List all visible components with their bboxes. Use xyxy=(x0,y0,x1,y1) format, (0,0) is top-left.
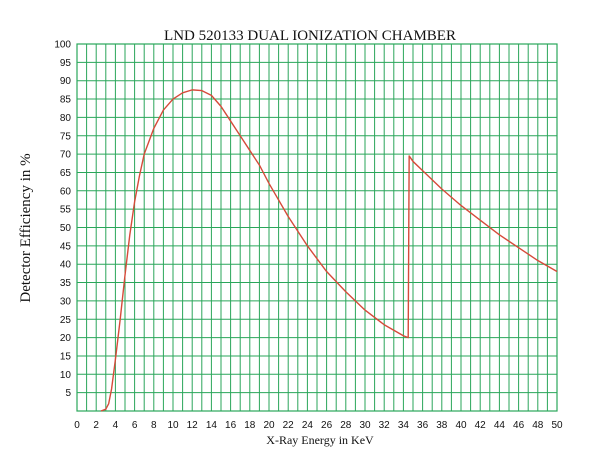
y-tick-label: 15 xyxy=(60,351,72,362)
y-tick-label: 30 xyxy=(60,296,72,307)
y-tick-label: 25 xyxy=(60,315,72,326)
x-axis-label: X-Ray Energy in KeV xyxy=(266,433,374,447)
y-tick-label: 70 xyxy=(60,150,72,161)
y-tick-label: 35 xyxy=(60,278,72,289)
x-tick-label: 38 xyxy=(436,420,448,431)
y-tick-label: 55 xyxy=(60,205,72,216)
x-tick-label: 44 xyxy=(494,420,506,431)
y-tick-label: 5 xyxy=(65,388,71,399)
x-tick-label: 48 xyxy=(532,420,544,431)
tick-labels: 5101520253035404550556065707580859095100… xyxy=(54,40,563,432)
x-tick-label: 8 xyxy=(151,420,157,431)
y-tick-label: 80 xyxy=(60,113,72,124)
x-tick-label: 30 xyxy=(359,420,371,431)
x-tick-label: 14 xyxy=(206,420,218,431)
y-tick-label: 75 xyxy=(60,131,72,142)
y-tick-label: 60 xyxy=(60,186,72,197)
grid xyxy=(76,43,558,412)
x-tick-label: 50 xyxy=(551,420,563,431)
x-tick-label: 20 xyxy=(263,420,275,431)
x-tick-label: 0 xyxy=(74,420,80,431)
y-tick-label: 85 xyxy=(60,95,72,106)
chart-title: LND 520133 DUAL IONIZATION CHAMBER xyxy=(164,28,456,44)
y-axis-label: Detector Efficiency in % xyxy=(18,153,34,302)
x-tick-label: 28 xyxy=(340,420,352,431)
series-group xyxy=(100,89,558,412)
y-tick-label: 45 xyxy=(60,241,72,252)
x-tick-label: 4 xyxy=(113,420,119,431)
plot-frame xyxy=(76,43,558,412)
x-tick-label: 46 xyxy=(513,420,525,431)
y-tick-label: 10 xyxy=(60,370,72,381)
efficiency-line xyxy=(100,89,558,412)
x-tick-label: 24 xyxy=(302,420,314,431)
x-tick-label: 12 xyxy=(187,420,199,431)
x-tick-label: 36 xyxy=(417,420,429,431)
y-tick-label: 100 xyxy=(54,40,71,51)
x-tick-label: 6 xyxy=(132,420,138,431)
x-tick-label: 34 xyxy=(398,420,410,431)
y-tick-label: 40 xyxy=(60,260,72,271)
y-tick-label: 65 xyxy=(60,168,72,179)
x-tick-label: 18 xyxy=(244,420,256,431)
x-tick-label: 40 xyxy=(455,420,467,431)
x-tick-label: 22 xyxy=(283,420,295,431)
x-tick-label: 32 xyxy=(379,420,391,431)
y-tick-label: 90 xyxy=(60,76,72,87)
y-tick-label: 50 xyxy=(60,223,72,234)
x-tick-label: 10 xyxy=(167,420,179,431)
x-tick-label: 42 xyxy=(475,420,487,431)
y-tick-label: 20 xyxy=(60,333,72,344)
x-tick-label: 2 xyxy=(93,420,99,431)
x-tick-label: 26 xyxy=(321,420,333,431)
x-tick-label: 16 xyxy=(225,420,237,431)
y-tick-label: 95 xyxy=(60,58,72,69)
